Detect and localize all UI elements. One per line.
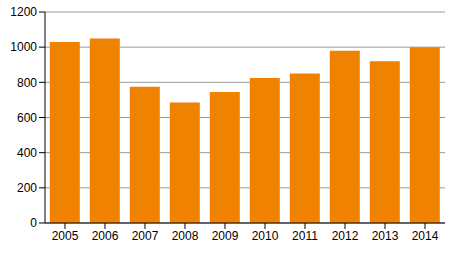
svg-text:2011: 2011 bbox=[292, 229, 318, 243]
svg-text:2010: 2010 bbox=[252, 229, 279, 243]
svg-text:2012: 2012 bbox=[332, 229, 359, 243]
svg-text:2007: 2007 bbox=[132, 229, 159, 243]
svg-text:400: 400 bbox=[17, 146, 37, 160]
svg-text:0: 0 bbox=[30, 216, 37, 230]
svg-text:200: 200 bbox=[17, 181, 37, 195]
svg-text:600: 600 bbox=[17, 111, 37, 125]
svg-text:2006: 2006 bbox=[92, 229, 119, 243]
svg-text:2013: 2013 bbox=[372, 229, 399, 243]
svg-text:1000: 1000 bbox=[10, 40, 37, 54]
svg-text:1200: 1200 bbox=[10, 5, 37, 19]
svg-text:2005: 2005 bbox=[52, 229, 79, 243]
svg-text:800: 800 bbox=[17, 76, 37, 90]
svg-text:2014: 2014 bbox=[412, 229, 439, 243]
svg-text:2008: 2008 bbox=[172, 229, 199, 243]
svg-text:2009: 2009 bbox=[212, 229, 239, 243]
